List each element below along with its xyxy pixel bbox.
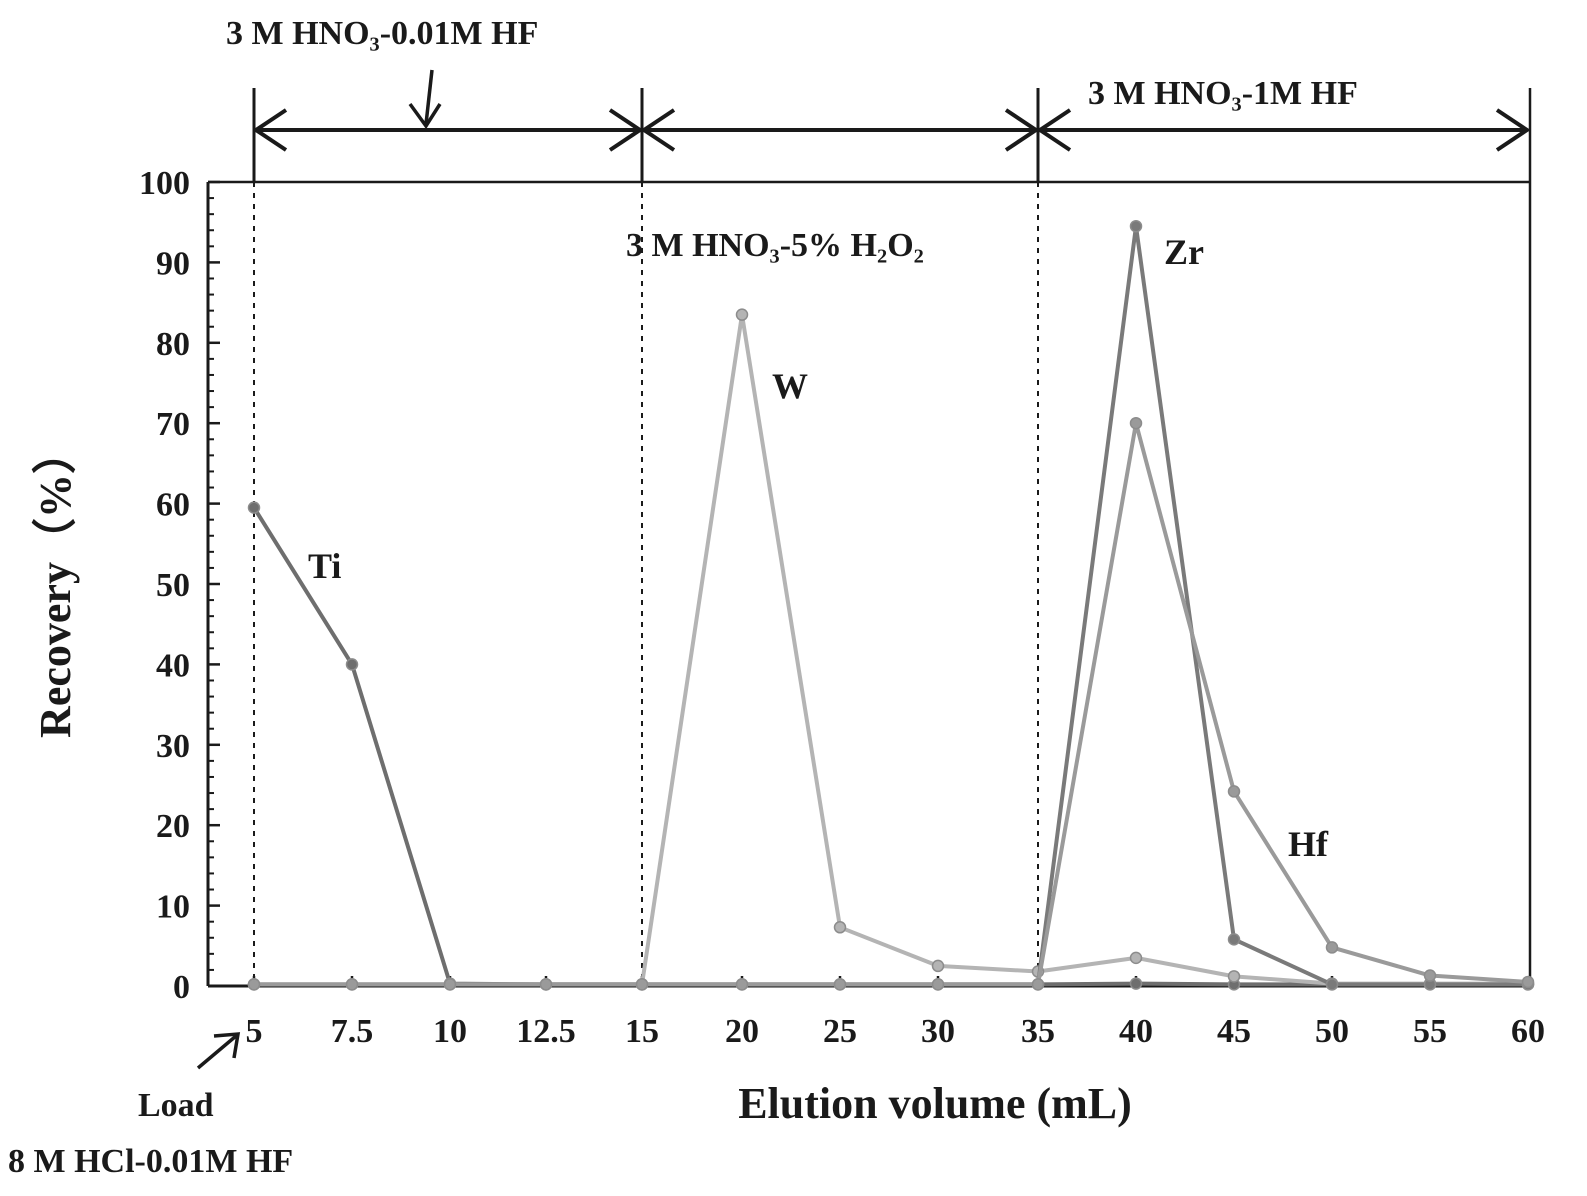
series-point-hf — [345, 978, 359, 991]
series-point-ti — [1129, 977, 1143, 990]
x-tick-label: 60 — [1511, 1013, 1545, 1050]
series-label-zr: Zr — [1164, 232, 1204, 272]
series-point-hf — [247, 978, 261, 991]
series-point-zr — [1325, 978, 1339, 991]
series-point-w — [931, 959, 945, 973]
stage3-arrow — [1036, 108, 1531, 152]
y-tick-label: 30 — [156, 728, 190, 765]
x-tick-label: 55 — [1413, 1013, 1447, 1050]
y-tick-label: 100 — [139, 165, 190, 202]
series-point-hf — [735, 978, 749, 991]
y-tick-label: 0 — [173, 969, 190, 1006]
stage1-arrow — [252, 108, 644, 152]
series-point-w — [1129, 951, 1143, 965]
x-tick-label: 50 — [1315, 1013, 1349, 1050]
y-tick-label: 80 — [156, 326, 190, 363]
x-tick-label: 35 — [1021, 1013, 1055, 1050]
y-tick-label: 40 — [156, 647, 190, 684]
series-point-hf — [931, 978, 945, 991]
x-tick-label: 25 — [823, 1013, 857, 1050]
y-tick-label: 90 — [156, 245, 190, 282]
y-tick-label: 20 — [156, 808, 190, 845]
x-tick-label: 7.5 — [331, 1013, 374, 1050]
step1-label: 3 M HNO₃-0.01M HF — [226, 15, 538, 52]
stage-markers — [196, 69, 1531, 1070]
series-line-hf — [254, 421, 1529, 987]
x-axis-title: Elution volume (mL) — [738, 1079, 1132, 1128]
stage2-arrow — [640, 108, 1040, 152]
x-tick-label: 10 — [433, 1013, 467, 1050]
series-point-hf — [1227, 785, 1241, 798]
series-line-w — [254, 312, 1528, 987]
step3-label: 3 M HNO₃-1M HF — [1088, 75, 1358, 112]
x-tick-label: 12.5 — [516, 1013, 576, 1050]
load-reagent-label: 8 M HCl-0.01M HF — [8, 1143, 293, 1180]
series-point-w — [735, 308, 749, 321]
step1-pointer-arrow — [408, 69, 442, 130]
series-point-zr — [1129, 219, 1143, 233]
series-line-zr — [254, 224, 1528, 987]
series-point-hf — [443, 978, 457, 991]
series-point-zr — [1227, 933, 1241, 946]
x-tick-label: 20 — [725, 1013, 759, 1050]
series-point-hf — [1423, 969, 1437, 982]
y-axis-title: Recovery（%） — [31, 430, 80, 738]
series-point-hf — [1521, 975, 1535, 989]
plot-frame — [206, 88, 1532, 988]
y-tick-label: 70 — [156, 406, 190, 443]
series-label-ti: Ti — [308, 546, 341, 586]
series-point-hf — [1031, 978, 1045, 991]
load-pointer-arrow — [196, 1032, 241, 1070]
x-tick-label: 5 — [246, 1013, 263, 1050]
series-point-hf — [635, 978, 649, 991]
y-ticks: 0 10 20 30 40 50 60 70 80 90 100 — [139, 165, 220, 1006]
series-point-w — [833, 921, 847, 934]
load-label: Load — [138, 1087, 214, 1124]
series-layer — [247, 219, 1535, 991]
x-tick-label: 40 — [1119, 1013, 1153, 1050]
y-tick-label: 60 — [156, 487, 190, 524]
series-point-hf — [1325, 941, 1339, 954]
series-point-hf — [1129, 416, 1143, 430]
series-point-hf — [539, 978, 553, 991]
series-point-w — [1227, 970, 1241, 983]
x-tick-label: 30 — [921, 1013, 955, 1050]
x-tick-label: 15 — [625, 1013, 659, 1050]
series-label-hf: Hf — [1288, 824, 1329, 864]
y-tick-label: 10 — [156, 889, 190, 926]
step2-label: 3 M HNO₃-5% H₂O₂ — [626, 227, 924, 264]
series-point-ti — [345, 658, 359, 671]
series-line-ti — [252, 506, 1528, 987]
y-tick-label: 50 — [156, 567, 190, 604]
series-point-hf — [833, 978, 847, 991]
x-tick-label: 45 — [1217, 1013, 1251, 1050]
series-point-ti — [247, 501, 261, 514]
series-label-w: W — [772, 366, 808, 406]
